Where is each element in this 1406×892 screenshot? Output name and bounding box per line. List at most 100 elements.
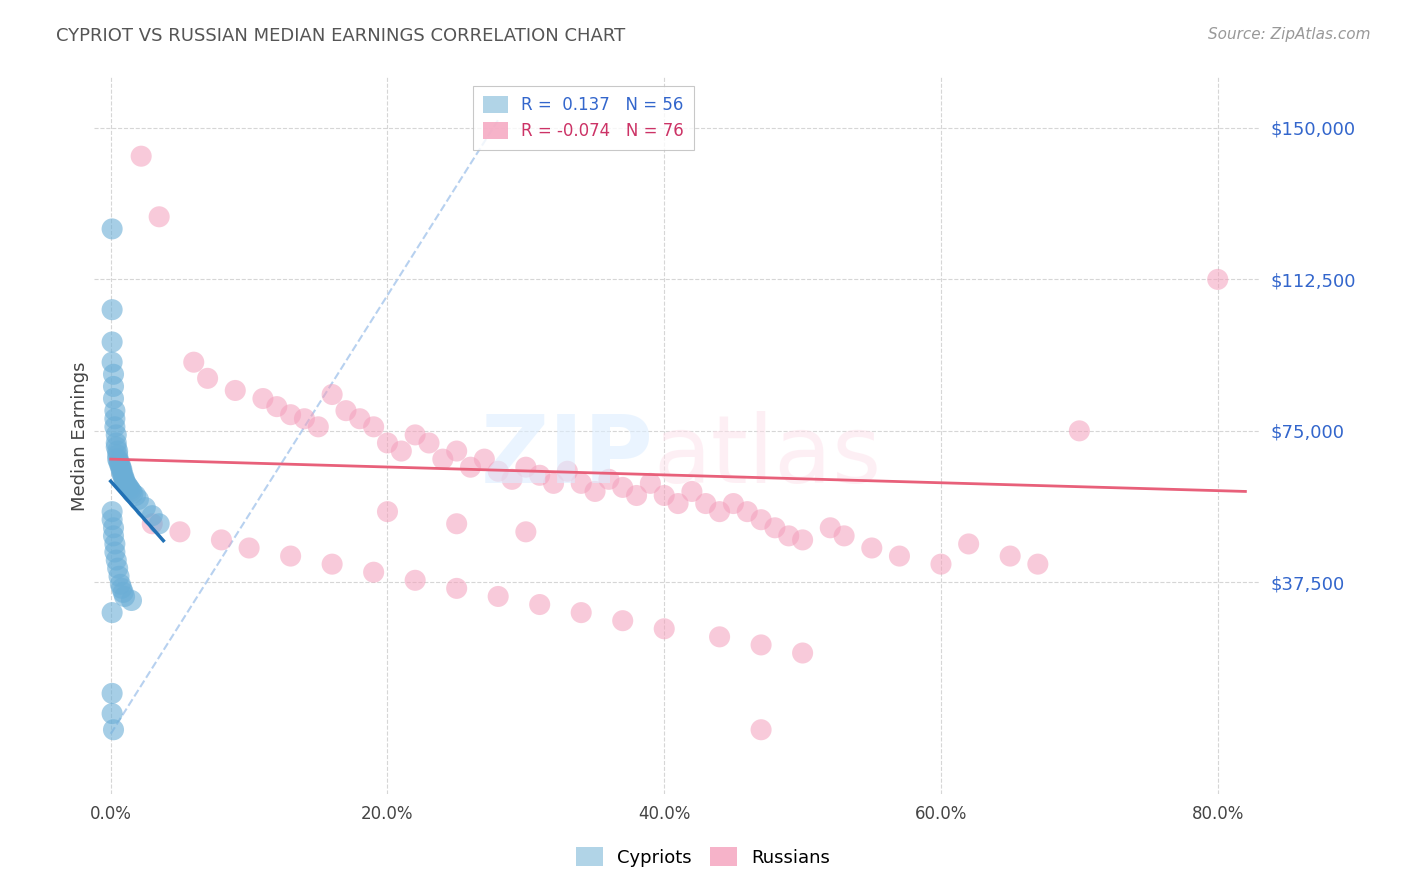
Point bbox=[404, 574, 426, 588]
Point bbox=[321, 557, 343, 571]
Point bbox=[114, 475, 136, 489]
Point bbox=[141, 516, 163, 531]
Point bbox=[127, 492, 149, 507]
Point bbox=[101, 302, 124, 317]
Point bbox=[110, 577, 132, 591]
Point bbox=[709, 630, 731, 644]
Point bbox=[111, 467, 134, 481]
Point bbox=[432, 452, 454, 467]
Point bbox=[104, 545, 127, 559]
Point bbox=[108, 454, 131, 468]
Point bbox=[111, 462, 134, 476]
Point bbox=[108, 569, 131, 583]
Point bbox=[103, 379, 125, 393]
Point bbox=[749, 723, 772, 737]
Point bbox=[101, 686, 124, 700]
Point bbox=[148, 516, 170, 531]
Point bbox=[107, 452, 129, 467]
Point bbox=[115, 476, 138, 491]
Point bbox=[104, 419, 127, 434]
Point bbox=[695, 497, 717, 511]
Point bbox=[120, 483, 142, 497]
Point bbox=[957, 537, 980, 551]
Point bbox=[652, 622, 675, 636]
Point bbox=[141, 508, 163, 523]
Point bbox=[121, 593, 143, 607]
Point bbox=[377, 436, 399, 450]
Point bbox=[377, 505, 399, 519]
Point bbox=[860, 541, 883, 555]
Point bbox=[101, 334, 124, 349]
Point bbox=[112, 585, 135, 599]
Point bbox=[486, 464, 509, 478]
Point bbox=[529, 468, 551, 483]
Point bbox=[103, 723, 125, 737]
Point bbox=[111, 464, 134, 478]
Point bbox=[103, 392, 125, 406]
Point bbox=[569, 606, 592, 620]
Point bbox=[557, 464, 579, 478]
Point bbox=[735, 505, 758, 519]
Point bbox=[114, 590, 136, 604]
Point bbox=[612, 614, 634, 628]
Point bbox=[486, 590, 509, 604]
Point bbox=[112, 468, 135, 483]
Point bbox=[349, 411, 371, 425]
Text: Source: ZipAtlas.com: Source: ZipAtlas.com bbox=[1208, 27, 1371, 42]
Point bbox=[472, 452, 495, 467]
Point bbox=[252, 392, 274, 406]
Point bbox=[107, 444, 129, 458]
Point bbox=[640, 476, 662, 491]
Point bbox=[104, 411, 127, 425]
Text: ZIP: ZIP bbox=[481, 411, 654, 503]
Point bbox=[389, 444, 412, 458]
Point bbox=[101, 606, 124, 620]
Point bbox=[105, 436, 128, 450]
Point bbox=[118, 480, 141, 494]
Point bbox=[209, 533, 232, 547]
Point bbox=[105, 428, 128, 442]
Point bbox=[1206, 272, 1229, 286]
Point bbox=[598, 472, 620, 486]
Point bbox=[280, 549, 302, 563]
Point bbox=[583, 484, 606, 499]
Point bbox=[107, 448, 129, 462]
Point bbox=[112, 470, 135, 484]
Text: atlas: atlas bbox=[654, 411, 882, 503]
Point bbox=[929, 557, 952, 571]
Point bbox=[148, 210, 170, 224]
Point bbox=[501, 472, 523, 486]
Point bbox=[723, 497, 745, 511]
Y-axis label: Median Earnings: Median Earnings bbox=[72, 361, 89, 510]
Point bbox=[183, 355, 205, 369]
Point bbox=[515, 524, 537, 539]
Point bbox=[612, 480, 634, 494]
Point bbox=[446, 444, 468, 458]
Point bbox=[110, 460, 132, 475]
Point bbox=[460, 460, 482, 475]
Point bbox=[363, 419, 385, 434]
Point bbox=[749, 513, 772, 527]
Point bbox=[105, 440, 128, 454]
Point bbox=[666, 497, 689, 511]
Point bbox=[238, 541, 260, 555]
Point bbox=[515, 460, 537, 475]
Point bbox=[820, 521, 842, 535]
Point bbox=[709, 505, 731, 519]
Point bbox=[543, 476, 565, 491]
Point bbox=[652, 488, 675, 502]
Point bbox=[404, 428, 426, 442]
Point bbox=[124, 488, 146, 502]
Point bbox=[335, 403, 357, 417]
Point bbox=[101, 706, 124, 721]
Point bbox=[104, 403, 127, 417]
Point bbox=[110, 458, 132, 473]
Point bbox=[418, 436, 440, 450]
Point bbox=[529, 598, 551, 612]
Point bbox=[280, 408, 302, 422]
Point bbox=[446, 516, 468, 531]
Point bbox=[681, 484, 703, 499]
Legend: Cypriots, Russians: Cypriots, Russians bbox=[568, 840, 838, 874]
Point bbox=[108, 456, 131, 470]
Point bbox=[792, 646, 814, 660]
